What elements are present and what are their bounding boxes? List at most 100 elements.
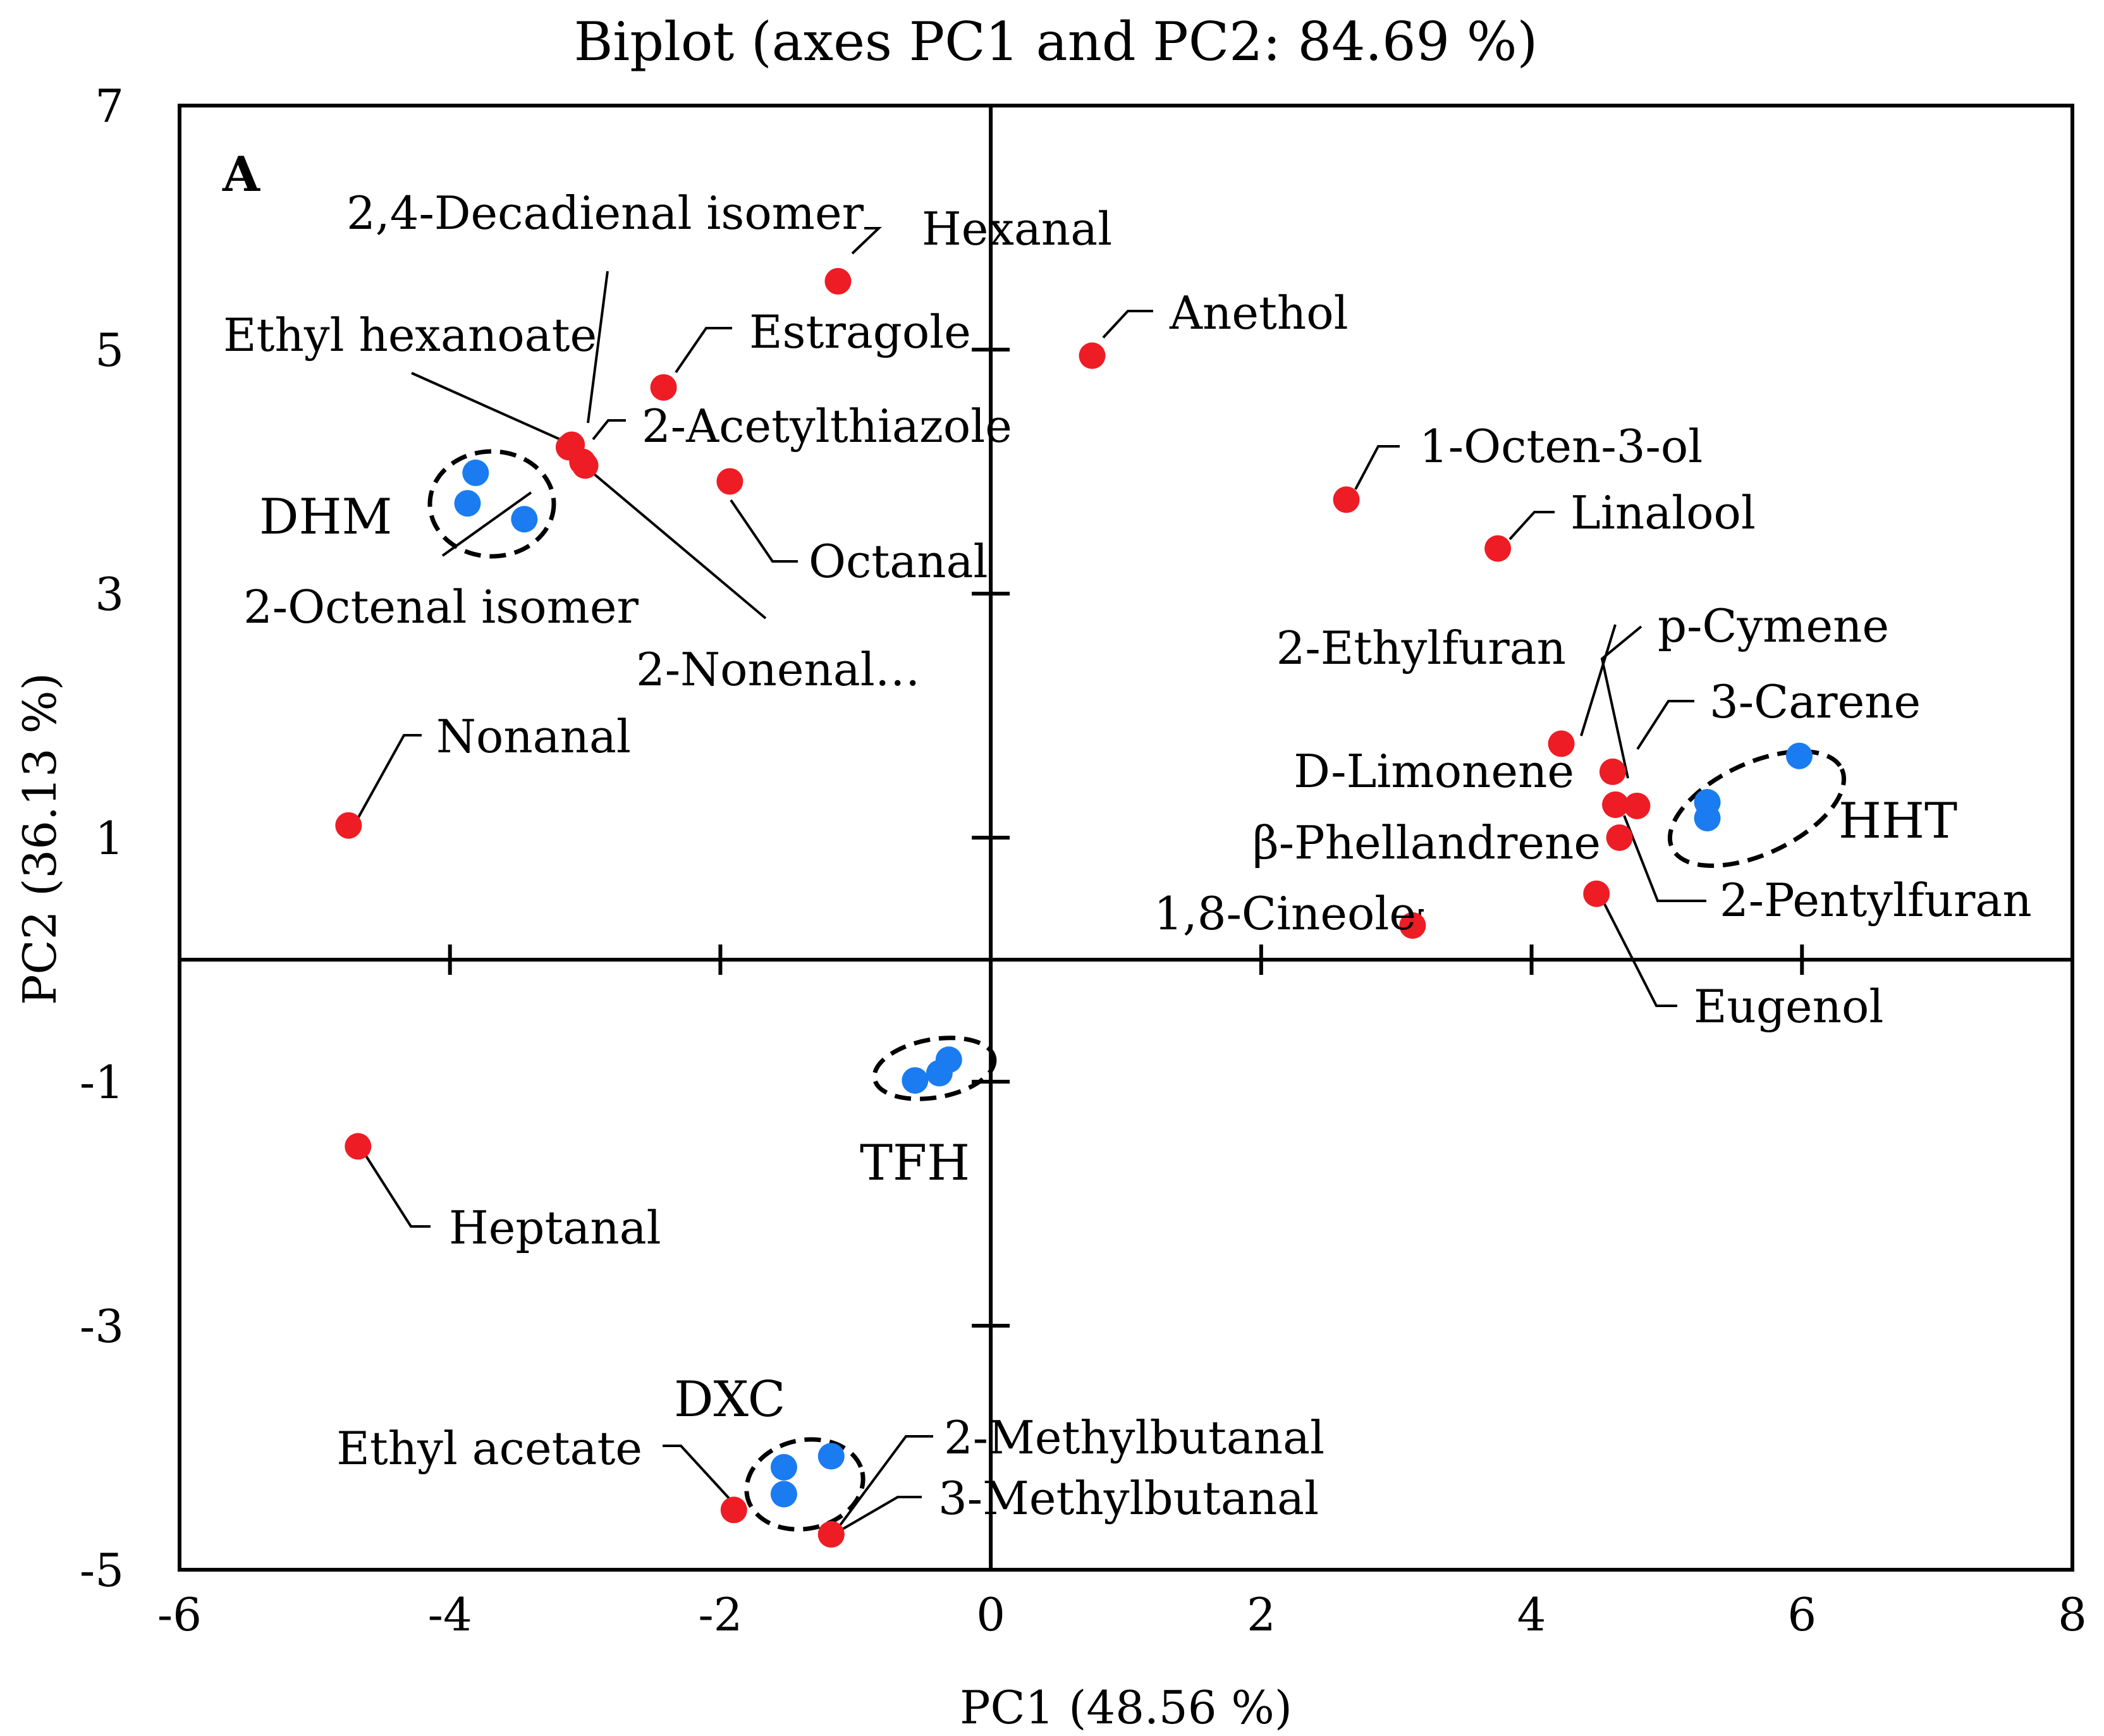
observation-point-dhm	[511, 506, 538, 533]
point-ethyl-acetate	[720, 1496, 747, 1524]
point-1-octen-3-ol	[1333, 486, 1360, 513]
leader-2-methylbutanal	[836, 1435, 933, 1531]
observation-point-tfh	[902, 1067, 929, 1094]
label-ethyl-acetate: Ethyl acetate	[336, 1422, 642, 1475]
point-phellandrene	[1606, 824, 1633, 851]
x-tick-label: 2	[1247, 1588, 1276, 1641]
label-phellandrene: β-Phellandrene	[1252, 816, 1601, 869]
label-octanal: Octanal	[809, 535, 988, 588]
leader-nonanal	[355, 734, 422, 822]
label-2-acetylthiazole: 2-Acetylthiazole	[642, 400, 1012, 453]
x-tick-label: -2	[698, 1588, 742, 1641]
leader-2-pentylfuran	[1623, 815, 1706, 902]
label-2-nonenal: 2-Nonenal…	[636, 643, 920, 696]
label-nonanal: Nonanal	[436, 710, 631, 763]
observation-point-dhm	[462, 459, 489, 486]
label-3-methylbutanal: 3-Methylbutanal	[938, 1472, 1319, 1525]
leader-3-methylbutanal	[835, 1496, 922, 1534]
y-tick-label: -3	[80, 1300, 124, 1353]
point-octanal	[716, 468, 743, 495]
x-tick-label: -4	[428, 1588, 472, 1641]
x-tick-label: 4	[1517, 1588, 1546, 1641]
leader-1-octen-3-ol	[1354, 445, 1400, 490]
y-tick-labels: -5 -3 -1 1 3 5 7	[80, 80, 124, 1597]
observation-point-dxc	[817, 1443, 845, 1470]
label-2-methylbutanal: 2-Methylbutanal	[944, 1411, 1324, 1464]
group-label-dxc: DXC	[674, 1371, 785, 1428]
observation-point-tfh	[926, 1060, 953, 1087]
y-tick-label: 1	[95, 812, 124, 865]
axes	[180, 106, 2072, 1570]
label-leaders	[355, 227, 1706, 1534]
point-hexanal	[824, 267, 852, 295]
leader-linalool	[1508, 511, 1555, 541]
leader-2-ethylfuran	[1580, 624, 1617, 737]
label-2-octenal-isomer: 2-Octenal isomer	[243, 580, 639, 633]
plot-frame	[178, 104, 2074, 1572]
point-linalool	[1484, 535, 1512, 562]
point-p-cymene	[1599, 758, 1626, 785]
label-hexanal: Hexanal	[922, 202, 1112, 255]
observation-point-hht	[1694, 805, 1721, 832]
label-linalool: Linalool	[1570, 486, 1756, 539]
leader-estragole	[675, 327, 732, 374]
point-2-ethylfuran	[1548, 730, 1575, 757]
observation-point-dxc	[770, 1453, 797, 1481]
leader-3-carene	[1636, 700, 1694, 750]
leader-ethyl-acetate	[663, 1445, 731, 1501]
point-nonanal	[335, 812, 362, 839]
label-2-4-decadienal-isomer: 2,4-Decadienal isomer	[346, 186, 864, 240]
y-tick-label: -5	[80, 1544, 124, 1597]
point-eugenol	[1583, 880, 1610, 907]
leader-heptanal	[360, 1147, 431, 1228]
observation-point-dxc	[770, 1481, 797, 1508]
label-2-ethylfuran: 2-Ethylfuran	[1276, 621, 1566, 675]
leader-hexanal	[851, 227, 882, 255]
label-d-limonene: D-Limonene	[1294, 745, 1574, 798]
chart-title: Biplot (axes PC1 and PC2: 84.69 %)	[574, 11, 1538, 73]
label-heptanal: Heptanal	[449, 1201, 661, 1254]
x-tick-label: 6	[1787, 1588, 1816, 1641]
ellipse-dhm	[427, 449, 556, 559]
label-3-carene: 3-Carene	[1710, 675, 1921, 728]
label-p-cymene: p-Cymene	[1658, 599, 1889, 652]
group-ellipses	[427, 449, 1847, 1532]
y-axis-label: PC2 (36.13 %)	[13, 673, 66, 1005]
leader-ethyl-hexanoate	[411, 372, 568, 444]
leader-anethol	[1102, 310, 1153, 339]
ellipse-tfh	[872, 1036, 997, 1101]
x-tick-labels: -6 -4 -2 0 2 4 6 8	[157, 1588, 2087, 1641]
leader-p-cymene	[1600, 625, 1642, 779]
label-1-8-cineole: 1,8-Cineole	[1154, 887, 1416, 940]
point-heptanal	[345, 1133, 372, 1160]
x-tick-label: 8	[2058, 1588, 2087, 1641]
y-tick-label: -1	[80, 1056, 124, 1109]
leader-octanal	[730, 499, 798, 563]
observation-point-dhm	[454, 490, 481, 517]
leader-2-4-decadienal-isomer	[587, 271, 609, 424]
point-anethol	[1079, 342, 1106, 369]
leader-2-acetylthiazole	[592, 419, 626, 441]
group-label-dhm: DHM	[259, 489, 392, 546]
group-label-hht: HHT	[1838, 793, 1957, 850]
label-ethyl-hexanoate: Ethyl hexanoate	[223, 309, 597, 362]
x-tick-label: -6	[157, 1588, 202, 1641]
leader-2-nonenal	[585, 467, 767, 620]
y-tick-label: 7	[95, 80, 124, 133]
point-estragole	[650, 374, 677, 401]
data-points	[335, 267, 1813, 1548]
ellipse-hht	[1667, 749, 1847, 868]
panel-label: A	[222, 146, 260, 202]
label-2-pentylfuran: 2-Pentylfuran	[1720, 874, 2032, 927]
label-estragole: Estragole	[749, 305, 971, 358]
group-label-tfh: TFH	[860, 1135, 970, 1192]
y-tick-label: 5	[95, 324, 124, 377]
observation-point-hht	[1786, 742, 1813, 769]
point-labels: Hexanal Anethol Estragole Ethyl hexanoate 2,…	[223, 186, 2032, 1525]
leader-eugenol	[1603, 903, 1677, 1007]
point-3-methylbutanal	[817, 1521, 845, 1548]
point-2-nonenal	[572, 452, 599, 479]
x-axis-label: PC1 (48.56 %)	[960, 1681, 1292, 1734]
point-d-limonene	[1602, 791, 1629, 818]
